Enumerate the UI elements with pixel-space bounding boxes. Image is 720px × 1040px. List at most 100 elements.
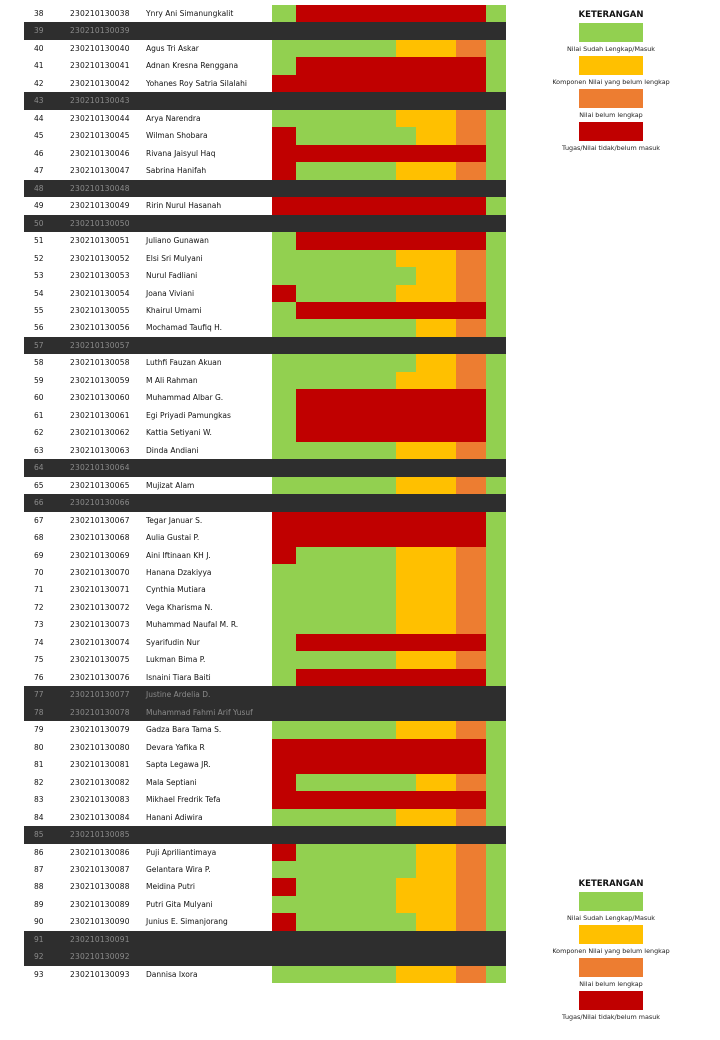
status-cell: [436, 197, 456, 215]
status-cell: [356, 773, 376, 792]
status-cells: [272, 860, 506, 879]
legend-item-missing: Tugas/Nilai tidak/belum masuk: [516, 991, 706, 1021]
status-cell: [272, 476, 296, 495]
status-cell: [416, 511, 436, 530]
status-cell: [272, 860, 296, 879]
status-cell: [296, 197, 316, 215]
status-cell: [356, 249, 376, 268]
status-cells: [272, 249, 506, 268]
status-cell: [471, 633, 486, 652]
status-cells: [272, 756, 506, 774]
student-id: 230210130091: [70, 934, 130, 944]
status-cell: [272, 249, 296, 268]
status-cell: [272, 721, 296, 739]
status-cell: [436, 424, 456, 442]
status-cell: [396, 878, 416, 896]
status-cell: [486, 57, 506, 75]
status-cell: [416, 564, 436, 582]
status-cell: [396, 39, 416, 58]
student-id: 230210130065: [70, 480, 130, 490]
table-row: 54 230210130054 Joana Viviani: [24, 284, 506, 302]
table-row-inactive: 64 230210130064: [24, 459, 506, 477]
student-id: 230210130082: [70, 777, 130, 787]
status-cells: [272, 633, 506, 652]
student-id: 230210130068: [70, 533, 130, 543]
status-cells: [272, 511, 506, 530]
student-id: 230210130058: [70, 358, 130, 368]
status-cell: [376, 39, 396, 58]
status-cell: [316, 564, 336, 582]
status-cells: [272, 162, 506, 180]
student-name: Elsi Sri Mulyani: [146, 253, 203, 263]
status-cell: [316, 913, 336, 931]
row-number: 73: [34, 620, 44, 630]
student-id: 230210130070: [70, 568, 130, 577]
student-id: 230210130051: [70, 236, 130, 246]
status-cell: [316, 74, 336, 93]
status-cell: [471, 57, 486, 75]
status-cell: [416, 267, 436, 285]
status-cell: [336, 5, 356, 23]
status-cell: [486, 546, 506, 564]
status-cell: [316, 791, 336, 809]
status-cell: [456, 633, 471, 652]
status-cell: [436, 721, 456, 739]
status-cell: [416, 162, 436, 180]
student-name: Egi Priyadi Pamungkas: [146, 410, 231, 420]
status-cell: [296, 284, 316, 302]
status-cell: [471, 581, 486, 599]
status-cell: [486, 633, 506, 652]
status-cell: [396, 162, 416, 180]
legend-swatch-orange: [579, 89, 643, 108]
status-cell: [336, 511, 356, 530]
status-cell: [416, 843, 436, 861]
table-row: 63 230210130063 Dinda Andiani: [24, 441, 506, 460]
status-cell: [416, 738, 436, 757]
row-number: 50: [34, 218, 44, 228]
table-row: 79 230210130079 Gadza Bara Tama S.: [24, 721, 506, 739]
status-cell: [376, 808, 396, 827]
table-row: 89 230210130089 Putri Gita Mulyani: [24, 895, 506, 914]
status-cell: [356, 564, 376, 582]
status-cell: [376, 319, 396, 337]
status-cell: [471, 913, 486, 931]
student-id: 230210130088: [70, 882, 130, 892]
status-cell: [471, 878, 486, 896]
status-cells: [272, 773, 506, 792]
status-cell: [471, 738, 486, 757]
row-number: 55: [34, 305, 44, 315]
status-cell: [416, 721, 436, 739]
status-cells: [272, 284, 506, 302]
table-row: 82 230210130082 Mala Septiani: [24, 773, 506, 792]
status-cell: [456, 773, 471, 792]
table-row-inactive: 77 230210130077 Justine Ardelia D.: [24, 686, 506, 704]
status-cell: [356, 354, 376, 372]
status-cells: [272, 371, 506, 390]
legend-label: Nilai belum lengkap: [579, 980, 643, 988]
status-cell: [272, 598, 296, 617]
table-row: 84 230210130084 Hanani Adiwira: [24, 808, 506, 827]
table-row: 46 230210130046 Rivana Jaisyul Haq: [24, 144, 506, 163]
status-cell: [396, 895, 416, 914]
status-cell: [316, 476, 336, 495]
status-cell: [272, 5, 296, 23]
student-id: 230210130064: [70, 463, 130, 473]
status-cell: [486, 791, 506, 809]
table-row-inactive: 78 230210130078 Muhammad Fahmi Arif Yusuf: [24, 703, 506, 722]
student-id: 230210130061: [70, 410, 130, 420]
status-cell: [272, 843, 296, 861]
status-cell: [296, 738, 316, 757]
row-number: 65: [34, 480, 44, 490]
status-cell: [272, 441, 296, 460]
status-cell: [272, 965, 296, 984]
status-cell: [436, 651, 456, 669]
status-cell: [486, 511, 506, 530]
status-cell: [272, 144, 296, 163]
status-cell: [396, 721, 416, 739]
status-cell: [396, 424, 416, 442]
status-cell: [336, 424, 356, 442]
status-cell: [416, 389, 436, 407]
status-cell: [296, 633, 316, 652]
status-cell: [456, 913, 471, 931]
status-cell: [486, 389, 506, 407]
